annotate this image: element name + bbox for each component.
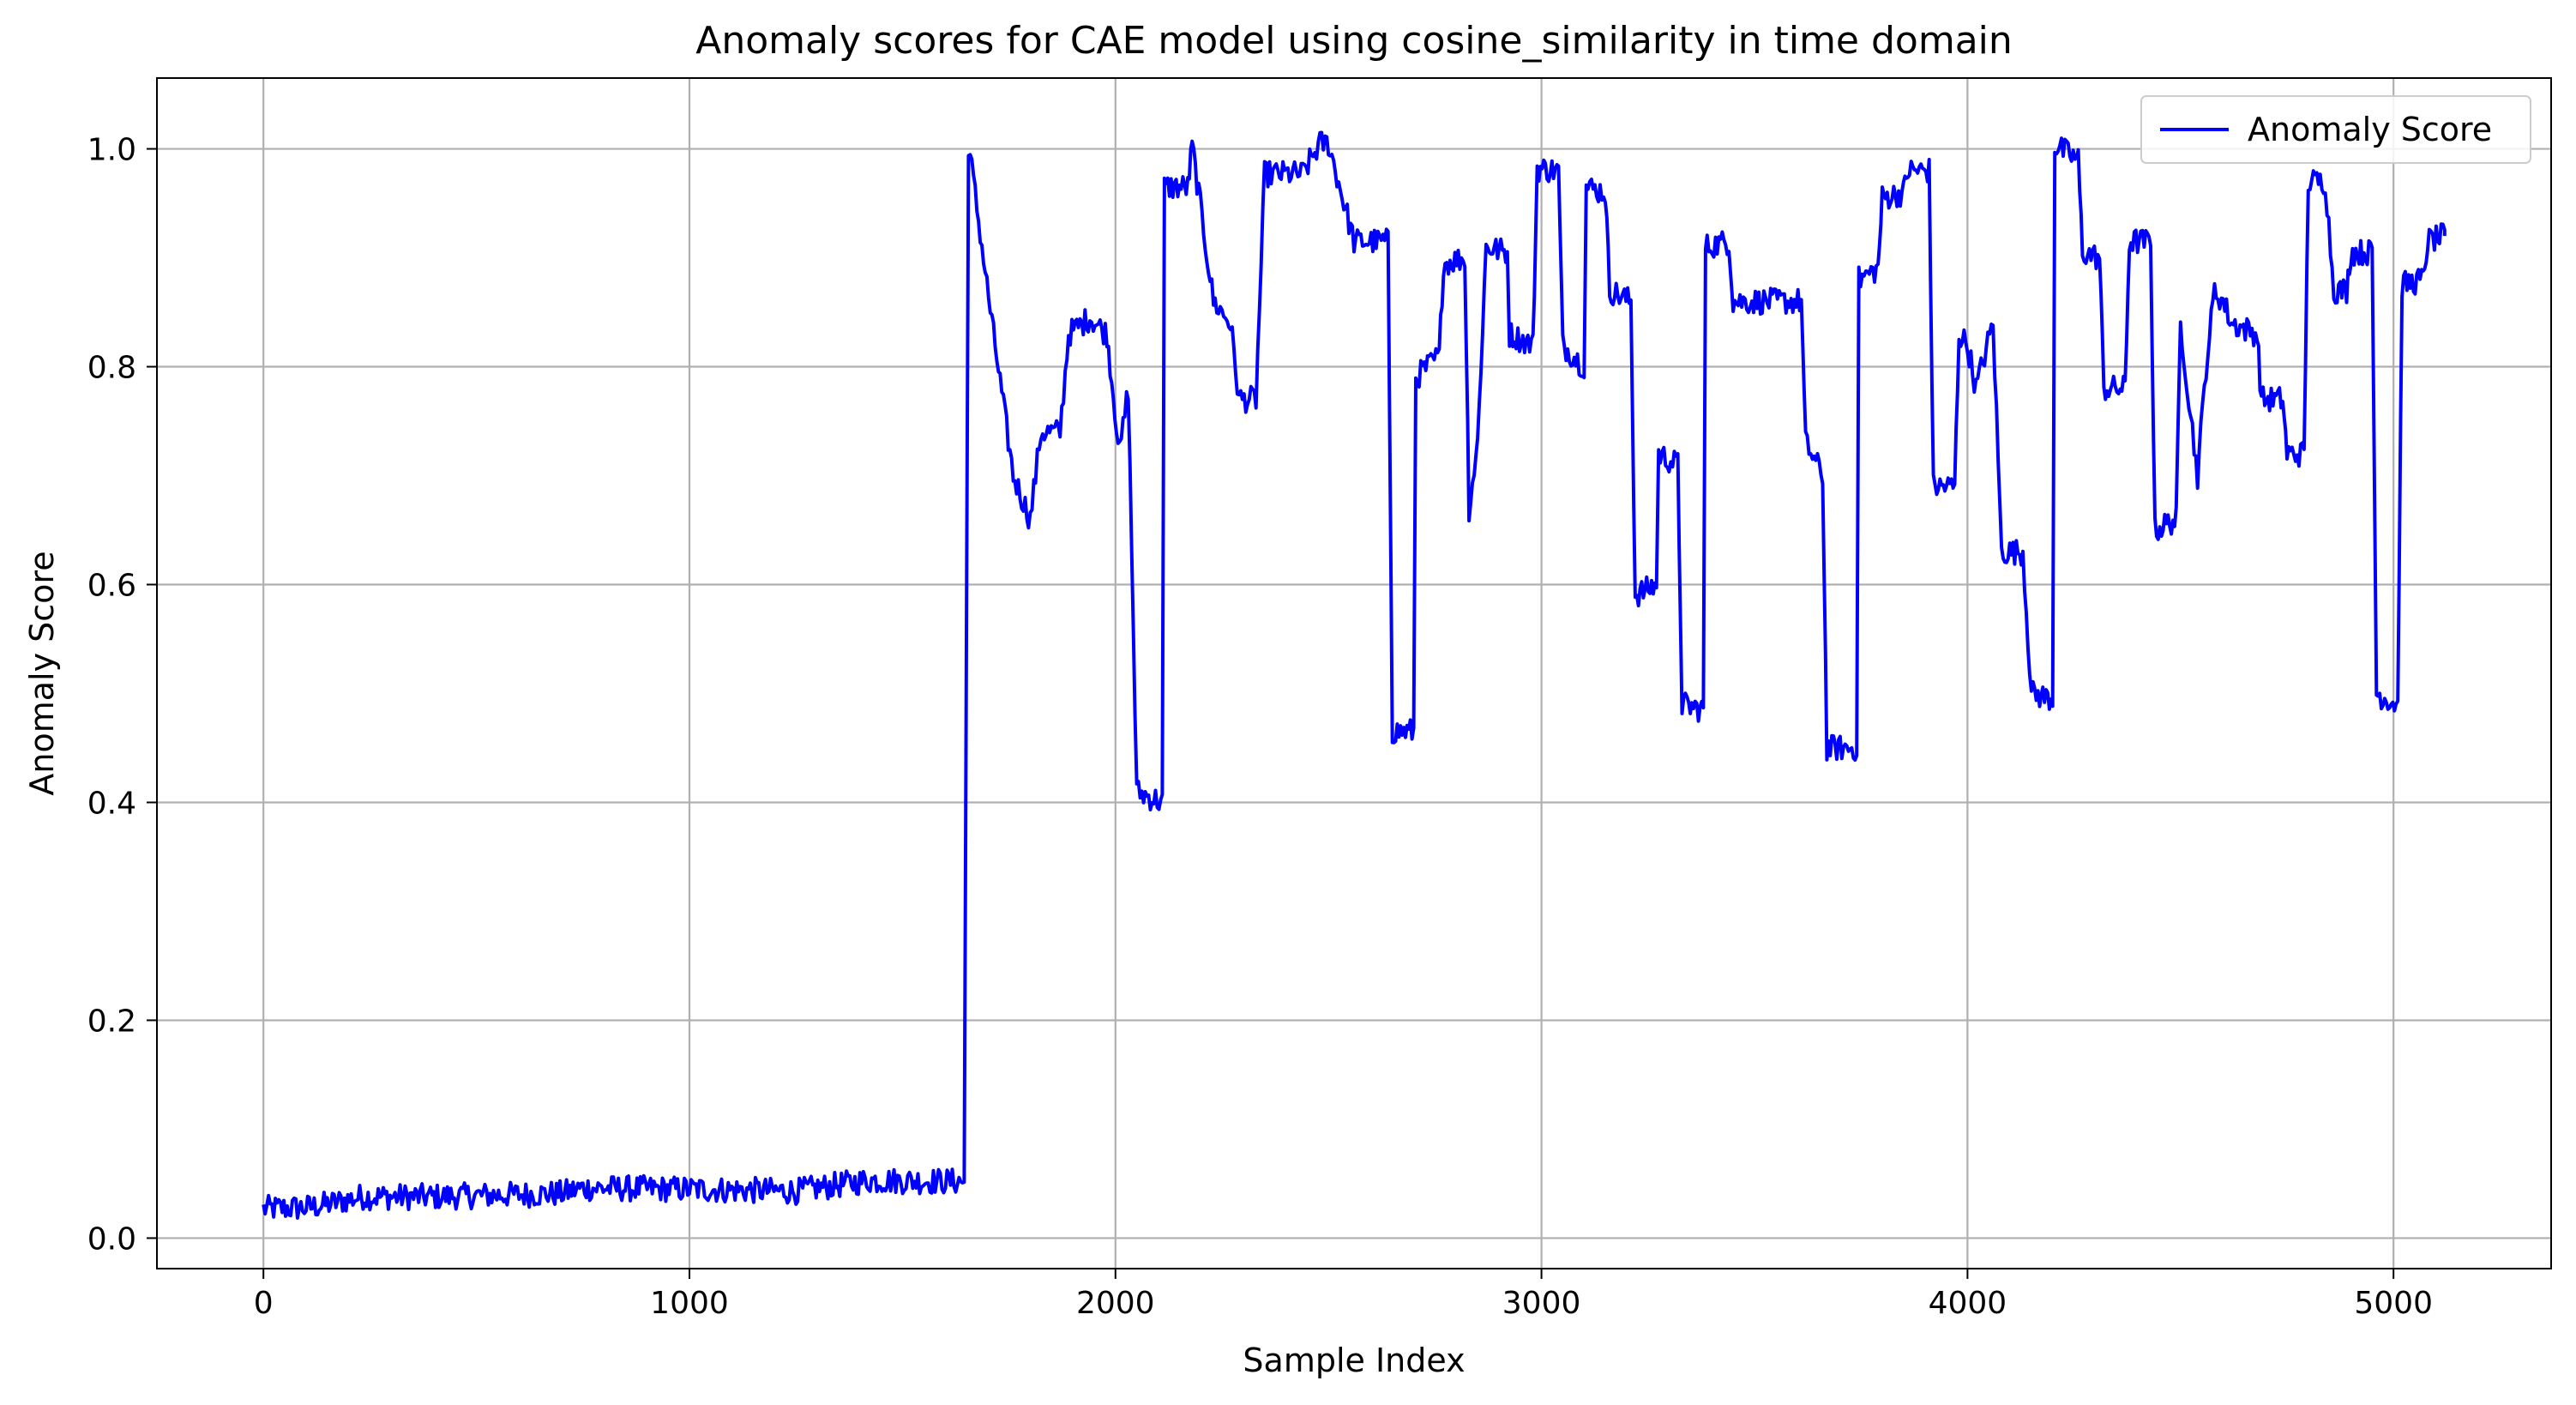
x-axis-label: Sample Index: [1243, 1342, 1465, 1379]
y-tick-label: 1.0: [87, 133, 136, 168]
y-tick-label: 0.6: [87, 569, 136, 604]
legend: Anomaly Score: [2140, 95, 2531, 164]
y-tick-label: 0.2: [87, 1004, 136, 1039]
legend-box: [2140, 95, 2531, 164]
x-tick-label: 0: [254, 1286, 274, 1321]
y-tick-label: 0.8: [87, 351, 136, 386]
plot-frame: [156, 77, 2552, 1269]
x-tick-label: 1000: [650, 1286, 729, 1321]
y-tick-label: 0.0: [87, 1221, 136, 1257]
series-layer: [262, 130, 2447, 1220]
x-tick-label: 5000: [2354, 1286, 2433, 1321]
x-tick-label: 2000: [1076, 1286, 1155, 1321]
series-line-0: [262, 130, 2447, 1220]
x-tick-label: 3000: [1502, 1286, 1581, 1321]
y-tick-label: 0.4: [87, 786, 136, 821]
legend-label: Anomaly Score: [2248, 111, 2492, 148]
x-tick-label: 4000: [1929, 1286, 2007, 1321]
axis-ticks: 0 1000 2000 3000 4000 5000 0.0 0.2 0.4 0.6 0.8 1.0: [87, 133, 2433, 1321]
chart-title: Anomaly scores for CAE model using cosin…: [695, 19, 2013, 63]
y-axis-label: Anomaly Score: [23, 551, 61, 795]
